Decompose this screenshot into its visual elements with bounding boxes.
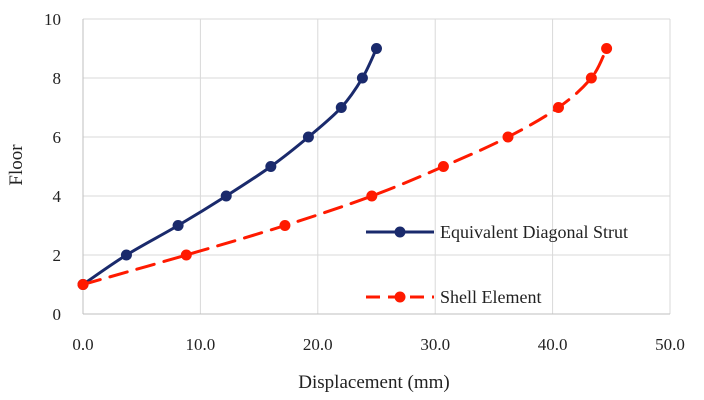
legend-label: Equivalent Diagonal Strut — [440, 222, 628, 242]
data-point — [265, 161, 277, 172]
series-layer — [77, 43, 613, 290]
x-tick-label: 50.0 — [655, 335, 685, 354]
data-point — [77, 279, 89, 290]
data-point — [279, 220, 291, 231]
legend-label: Shell Element — [440, 287, 541, 307]
data-point — [335, 102, 347, 113]
legend: Equivalent Diagonal Strut Shell Element — [366, 222, 628, 307]
data-point — [180, 249, 192, 261]
legend-swatch-marker — [394, 291, 406, 303]
data-point — [120, 249, 132, 261]
y-tick-label: 6 — [53, 128, 62, 147]
data-point — [302, 131, 314, 143]
data-point — [371, 43, 382, 54]
data-point — [585, 72, 597, 84]
x-tick-label: 10.0 — [186, 335, 216, 354]
x-tick-label: 0.0 — [72, 335, 93, 354]
data-point — [220, 190, 232, 202]
series-1 — [77, 43, 613, 290]
data-point — [356, 72, 368, 84]
series-line — [81, 47, 609, 286]
y-axis-title: Floor — [6, 144, 27, 186]
y-tick-label: 4 — [53, 187, 62, 206]
y-tick-label: 2 — [53, 246, 62, 265]
legend-entry: Equivalent Diagonal Strut — [366, 222, 628, 242]
y-tick-label: 8 — [53, 69, 62, 88]
legend-swatch-marker — [394, 226, 406, 238]
data-point — [601, 43, 613, 54]
legend-entry: Shell Element — [366, 287, 541, 307]
series-0 — [77, 43, 382, 290]
data-point — [552, 102, 564, 113]
x-tick-label: 20.0 — [303, 335, 333, 354]
y-tick-label: 10 — [44, 10, 61, 29]
x-tick-label: 30.0 — [420, 335, 450, 354]
axes: 0.0 10.0 20.0 30.0 40.0 50.0 0 2 4 6 8 10 — [44, 10, 685, 354]
data-point — [366, 190, 378, 202]
x-tick-label: 40.0 — [538, 335, 568, 354]
y-tick-label: 0 — [53, 305, 62, 324]
data-point — [437, 161, 449, 172]
data-point — [502, 131, 514, 143]
x-axis-title: Displacement (mm) — [298, 372, 449, 393]
data-point — [172, 220, 184, 231]
